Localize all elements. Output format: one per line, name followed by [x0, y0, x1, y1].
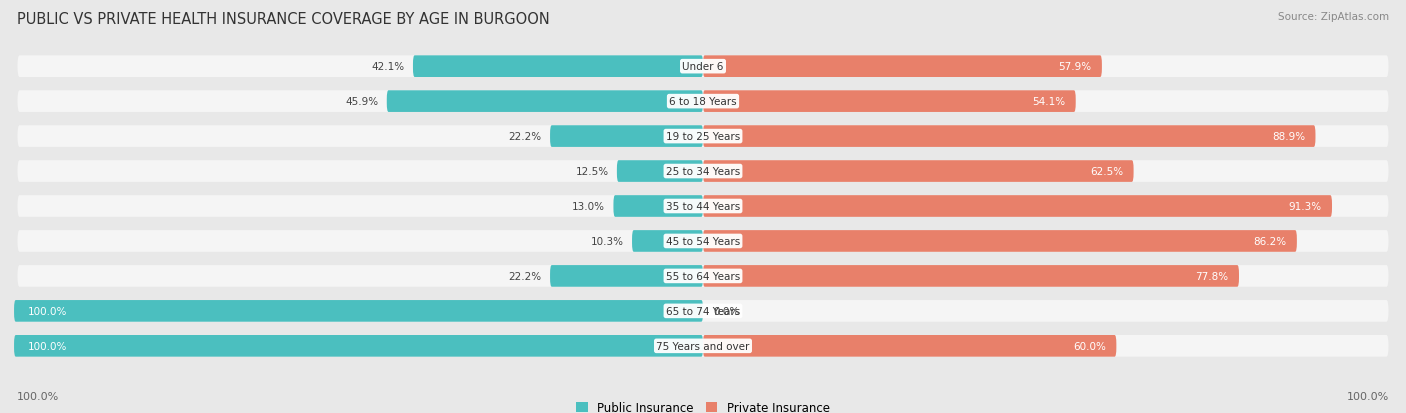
FancyBboxPatch shape	[550, 266, 703, 287]
Text: 75 Years and over: 75 Years and over	[657, 341, 749, 351]
FancyBboxPatch shape	[613, 196, 703, 217]
FancyBboxPatch shape	[14, 300, 703, 322]
FancyBboxPatch shape	[703, 196, 1331, 217]
FancyBboxPatch shape	[17, 161, 1389, 183]
Text: PUBLIC VS PRIVATE HEALTH INSURANCE COVERAGE BY AGE IN BURGOON: PUBLIC VS PRIVATE HEALTH INSURANCE COVER…	[17, 12, 550, 27]
Text: 55 to 64 Years: 55 to 64 Years	[666, 271, 740, 281]
Text: 0.0%: 0.0%	[713, 306, 740, 316]
Text: 54.1%: 54.1%	[1032, 97, 1066, 107]
Text: 60.0%: 60.0%	[1073, 341, 1107, 351]
FancyBboxPatch shape	[703, 266, 1239, 287]
FancyBboxPatch shape	[17, 56, 1389, 78]
FancyBboxPatch shape	[17, 266, 1389, 287]
Text: 42.1%: 42.1%	[371, 62, 405, 72]
FancyBboxPatch shape	[550, 126, 703, 147]
FancyBboxPatch shape	[14, 335, 703, 357]
Text: 10.3%: 10.3%	[591, 236, 624, 247]
Text: 91.3%: 91.3%	[1288, 202, 1322, 211]
Text: 45 to 54 Years: 45 to 54 Years	[666, 236, 740, 247]
FancyBboxPatch shape	[17, 230, 1389, 252]
FancyBboxPatch shape	[703, 126, 1316, 147]
FancyBboxPatch shape	[703, 91, 1076, 113]
FancyBboxPatch shape	[703, 230, 1296, 252]
Text: 62.5%: 62.5%	[1090, 166, 1123, 177]
Text: 22.2%: 22.2%	[509, 271, 541, 281]
Text: 57.9%: 57.9%	[1059, 62, 1091, 72]
Text: 100.0%: 100.0%	[1347, 391, 1389, 401]
Text: 19 to 25 Years: 19 to 25 Years	[666, 132, 740, 142]
Legend: Public Insurance, Private Insurance: Public Insurance, Private Insurance	[576, 401, 830, 413]
FancyBboxPatch shape	[17, 196, 1389, 217]
Text: 100.0%: 100.0%	[28, 306, 67, 316]
FancyBboxPatch shape	[387, 91, 703, 113]
Text: 88.9%: 88.9%	[1272, 132, 1305, 142]
Text: 22.2%: 22.2%	[509, 132, 541, 142]
Text: Under 6: Under 6	[682, 62, 724, 72]
FancyBboxPatch shape	[617, 161, 703, 183]
FancyBboxPatch shape	[633, 230, 703, 252]
FancyBboxPatch shape	[703, 161, 1133, 183]
Text: 6 to 18 Years: 6 to 18 Years	[669, 97, 737, 107]
Text: 12.5%: 12.5%	[575, 166, 609, 177]
FancyBboxPatch shape	[703, 56, 1102, 78]
FancyBboxPatch shape	[17, 300, 1389, 322]
Text: 13.0%: 13.0%	[572, 202, 605, 211]
FancyBboxPatch shape	[17, 91, 1389, 113]
FancyBboxPatch shape	[17, 126, 1389, 147]
Text: 100.0%: 100.0%	[28, 341, 67, 351]
FancyBboxPatch shape	[17, 335, 1389, 357]
Text: 100.0%: 100.0%	[17, 391, 59, 401]
Text: Source: ZipAtlas.com: Source: ZipAtlas.com	[1278, 12, 1389, 22]
Text: 45.9%: 45.9%	[346, 97, 378, 107]
Text: 25 to 34 Years: 25 to 34 Years	[666, 166, 740, 177]
FancyBboxPatch shape	[413, 56, 703, 78]
Text: 35 to 44 Years: 35 to 44 Years	[666, 202, 740, 211]
Text: 86.2%: 86.2%	[1253, 236, 1286, 247]
FancyBboxPatch shape	[703, 335, 1116, 357]
Text: 65 to 74 Years: 65 to 74 Years	[666, 306, 740, 316]
Text: 77.8%: 77.8%	[1195, 271, 1229, 281]
